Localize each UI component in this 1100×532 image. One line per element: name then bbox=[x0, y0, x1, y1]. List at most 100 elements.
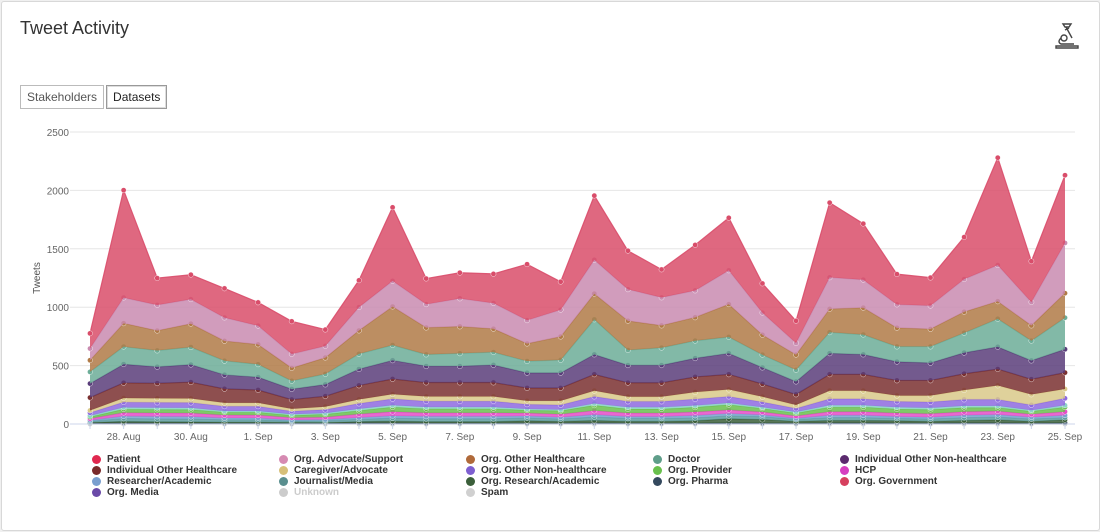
legend-label: Org. Media bbox=[107, 487, 159, 498]
legend-marker-icon bbox=[466, 477, 475, 486]
data-point bbox=[961, 234, 967, 240]
legend-marker-icon bbox=[92, 488, 101, 497]
legend-label: Patient bbox=[107, 454, 141, 465]
data-point bbox=[120, 187, 127, 193]
legend-label: Org. Government bbox=[855, 476, 938, 487]
data-point bbox=[356, 277, 362, 284]
legend-item[interactable]: Org. Government bbox=[840, 476, 1040, 487]
data-point bbox=[692, 242, 698, 248]
legend-marker-icon bbox=[653, 477, 662, 486]
legend-item[interactable]: Doctor bbox=[653, 454, 840, 465]
y-tick-label: 2000 bbox=[47, 186, 70, 197]
legend-marker-icon bbox=[653, 455, 662, 464]
data-point bbox=[154, 275, 161, 281]
legend-marker-icon bbox=[653, 466, 662, 475]
tab-datasets[interactable]: Datasets bbox=[106, 85, 168, 109]
area-series bbox=[90, 293, 1065, 381]
x-tick-label: 28. Aug bbox=[107, 432, 141, 442]
data-point bbox=[457, 269, 463, 276]
area-series bbox=[90, 409, 1065, 421]
data-point bbox=[557, 278, 564, 285]
x-tick-label: 13. Sep bbox=[644, 432, 679, 442]
legend-item[interactable]: Researcher/Academic bbox=[92, 476, 279, 487]
legend-item[interactable]: Org. Media bbox=[92, 487, 279, 498]
data-point bbox=[221, 285, 228, 292]
legend-label: Org. Advocate/Support bbox=[294, 454, 404, 465]
legend-marker-icon bbox=[466, 466, 475, 475]
data-point bbox=[793, 318, 799, 324]
area-series bbox=[90, 385, 1065, 413]
legend-item[interactable]: Org. Advocate/Support bbox=[279, 454, 466, 465]
data-point bbox=[288, 318, 295, 325]
legend-label: Org. Pharma bbox=[668, 476, 729, 487]
area-series bbox=[90, 404, 1065, 419]
legend-item[interactable]: Individual Other Non-healthcare bbox=[840, 454, 1040, 465]
legend-item[interactable]: Org. Pharma bbox=[653, 476, 840, 487]
data-point bbox=[759, 280, 766, 287]
legend-item[interactable]: Org. Other Healthcare bbox=[466, 454, 653, 465]
data-point bbox=[658, 266, 665, 273]
data-point bbox=[87, 330, 93, 337]
legend-item[interactable]: Org. Research/Academic bbox=[466, 476, 653, 487]
y-tick-label: 1000 bbox=[47, 303, 70, 314]
area-series bbox=[90, 346, 1065, 400]
x-tick-label: 5. Sep bbox=[378, 432, 407, 442]
legend-marker-icon bbox=[279, 477, 288, 486]
legend-label: Org. Other Healthcare bbox=[481, 454, 585, 465]
data-point bbox=[255, 299, 261, 306]
x-tick-label: 21. Sep bbox=[913, 432, 948, 442]
x-tick-label: 9. Sep bbox=[513, 432, 542, 442]
data-point bbox=[1062, 172, 1068, 179]
legend-label: Individual Other Healthcare bbox=[107, 465, 238, 476]
data-point bbox=[423, 275, 430, 282]
y-tick-label: 0 bbox=[63, 420, 69, 431]
legend-marker-icon bbox=[279, 455, 288, 464]
area-series bbox=[90, 418, 1065, 424]
data-point bbox=[927, 274, 934, 281]
legend-label: HCP bbox=[855, 465, 877, 476]
chart-title: Tweet Activity bbox=[20, 18, 130, 38]
legend-item[interactable]: Org. Other Non-healthcare bbox=[466, 465, 653, 476]
data-point bbox=[826, 199, 833, 206]
legend-item[interactable]: Unknown bbox=[279, 487, 466, 498]
data-point bbox=[524, 261, 530, 268]
data-point bbox=[1028, 258, 1035, 265]
y-tick-label: 1500 bbox=[47, 245, 70, 256]
x-tick-label: 1. Sep bbox=[244, 432, 273, 442]
data-point bbox=[188, 271, 194, 278]
legend-label: Individual Other Non-healthcare bbox=[855, 454, 1007, 465]
legend-marker-icon bbox=[466, 488, 475, 497]
legend-label: Journalist/Media bbox=[294, 476, 373, 487]
microscope-icon[interactable] bbox=[1052, 20, 1082, 50]
x-tick-label: 3. Sep bbox=[311, 432, 340, 442]
x-tick-label: 11. Sep bbox=[577, 432, 611, 442]
area-series bbox=[90, 157, 1065, 355]
y-axis-label: Tweets bbox=[32, 262, 43, 294]
data-point bbox=[389, 204, 396, 211]
y-tick-label: 2500 bbox=[47, 128, 70, 139]
legend-item[interactable]: Patient bbox=[92, 454, 279, 465]
legend-label: Researcher/Academic bbox=[107, 476, 212, 487]
view-tabs: Stakeholders Datasets bbox=[20, 85, 168, 109]
data-point bbox=[994, 154, 1001, 161]
legend-item[interactable]: Spam bbox=[466, 487, 653, 498]
legend-marker-icon bbox=[92, 466, 101, 475]
tab-stakeholders[interactable]: Stakeholders bbox=[20, 85, 105, 109]
legend-marker-icon bbox=[840, 455, 849, 464]
legend-label: Unknown bbox=[294, 487, 339, 498]
legend-item[interactable]: Journalist/Media bbox=[279, 476, 466, 487]
legend-item[interactable]: Individual Other Healthcare bbox=[92, 465, 279, 476]
legend-item[interactable]: Caregiver/Advocate bbox=[279, 465, 466, 476]
x-tick-label: 15. Sep bbox=[712, 432, 747, 442]
legend-marker-icon bbox=[840, 466, 849, 475]
x-tick-label: 7. Sep bbox=[445, 432, 474, 442]
data-point bbox=[625, 247, 631, 254]
data-point bbox=[322, 326, 329, 333]
legend-item[interactable]: Org. Provider bbox=[653, 465, 840, 476]
legend-label: Org. Other Non-healthcare bbox=[481, 465, 607, 476]
legend-item[interactable]: HCP bbox=[840, 465, 1040, 476]
data-point bbox=[725, 215, 732, 221]
legend-label: Spam bbox=[481, 487, 509, 498]
legend-marker-icon bbox=[466, 455, 475, 464]
